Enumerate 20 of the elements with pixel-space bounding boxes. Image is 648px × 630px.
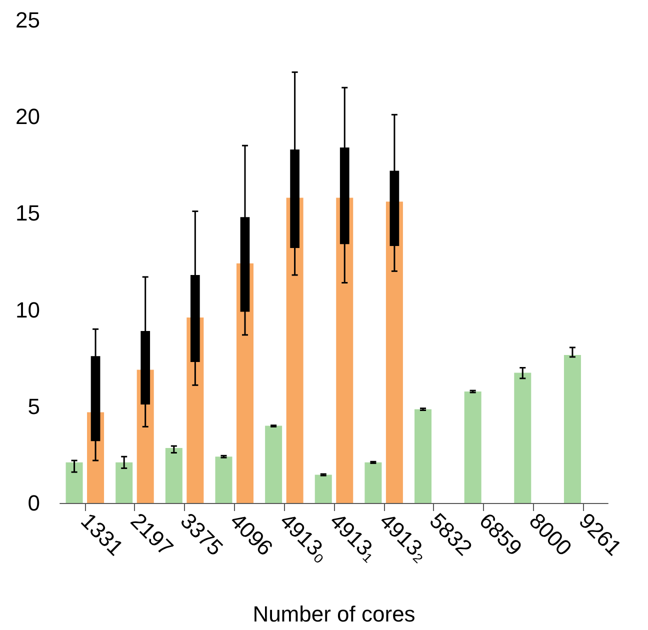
bar <box>265 426 282 503</box>
y-tick-label: 0 <box>28 490 40 516</box>
y-tick-label: 15 <box>16 200 40 226</box>
bar <box>116 462 133 503</box>
bar <box>364 462 382 503</box>
bar <box>414 409 432 503</box>
bar <box>66 462 83 503</box>
bar <box>564 355 581 503</box>
x-axis-title: Number of cores <box>252 602 416 626</box>
bar <box>386 202 403 503</box>
bar <box>514 372 532 503</box>
bar <box>464 392 482 503</box>
bar <box>336 198 354 503</box>
bar <box>314 474 332 503</box>
y-tick-label: 10 <box>16 297 40 322</box>
y-tick-label: 20 <box>16 104 40 130</box>
bar <box>215 456 232 503</box>
bar <box>165 448 182 503</box>
y-tick-label: 5 <box>28 394 40 419</box>
y-tick-label: 25 <box>16 8 40 32</box>
